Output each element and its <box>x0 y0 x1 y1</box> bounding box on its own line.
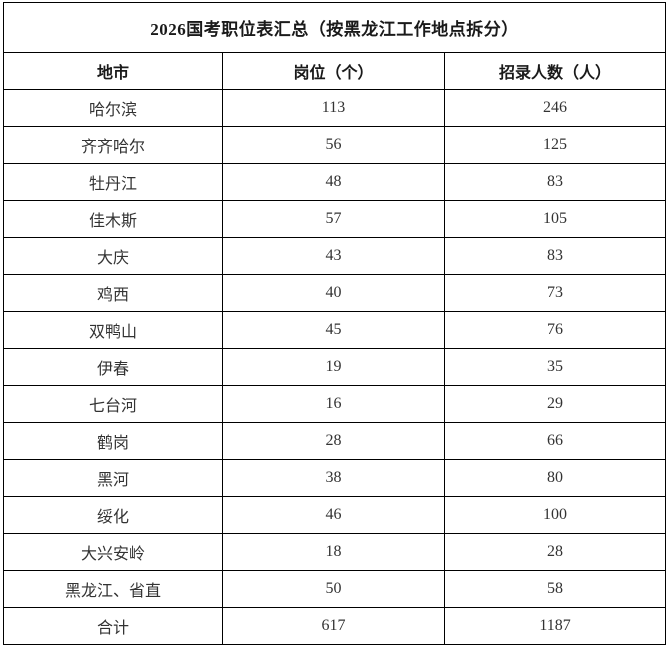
cell-positions: 56 <box>222 126 445 164</box>
cell-city: 哈尔滨 <box>3 89 223 127</box>
cell-city: 黑龙江、省直 <box>3 570 223 608</box>
table-row: 伊春 19 35 <box>3 348 667 386</box>
table-row: 大庆 43 83 <box>3 237 667 275</box>
table-body: 哈尔滨 113 246 齐齐哈尔 56 125 牡丹江 48 83 佳木斯 57 105 大庆 43 83 鸡… <box>3 89 667 645</box>
table-title: 2026国考职位表汇总（按黑龙江工作地点拆分） <box>2 2 667 53</box>
cell-positions: 18 <box>222 533 445 571</box>
cell-positions: 28 <box>222 422 445 460</box>
cell-positions: 38 <box>222 459 445 497</box>
table-row: 鹤岗 28 66 <box>3 422 667 460</box>
cell-city: 七台河 <box>3 385 223 423</box>
table-row: 黑河 38 80 <box>3 459 667 497</box>
cell-positions: 46 <box>222 496 445 534</box>
cell-city: 鹤岗 <box>3 422 223 460</box>
cell-city: 伊春 <box>3 348 223 386</box>
table-row: 鸡西 40 73 <box>3 274 667 312</box>
cell-positions: 16 <box>222 385 445 423</box>
column-header-positions: 岗位（个） <box>222 52 445 90</box>
cell-recruits: 246 <box>443 89 667 127</box>
cell-recruits: 83 <box>443 163 667 201</box>
cell-city: 齐齐哈尔 <box>3 126 223 164</box>
table-title-row: 2026国考职位表汇总（按黑龙江工作地点拆分） <box>2 2 667 53</box>
cell-positions: 113 <box>222 89 445 127</box>
cell-recruits: 66 <box>443 422 667 460</box>
cell-recruits: 125 <box>443 126 667 164</box>
cell-city: 大兴安岭 <box>3 533 223 571</box>
cell-city: 绥化 <box>3 496 223 534</box>
cell-positions: 40 <box>222 274 445 312</box>
cell-city: 大庆 <box>3 237 223 275</box>
cell-city: 佳木斯 <box>3 200 223 238</box>
cell-recruits: 58 <box>443 570 667 608</box>
table-row: 齐齐哈尔 56 125 <box>3 126 667 164</box>
cell-recruits: 35 <box>443 348 667 386</box>
cell-recruits: 100 <box>443 496 667 534</box>
cell-positions: 48 <box>222 163 445 201</box>
cell-positions: 50 <box>222 570 445 608</box>
cell-recruits: 83 <box>443 237 667 275</box>
table-row: 黑龙江、省直 50 58 <box>3 570 667 608</box>
cell-positions: 45 <box>222 311 445 349</box>
table-header-row: 地市 岗位（个） 招录人数（人） <box>3 52 667 90</box>
table-row: 七台河 16 29 <box>3 385 667 423</box>
cell-recruits: 73 <box>443 274 667 312</box>
table-row: 佳木斯 57 105 <box>3 200 667 238</box>
table-row: 双鸭山 45 76 <box>3 311 667 349</box>
cell-city: 黑河 <box>3 459 223 497</box>
column-header-recruits: 招录人数（人） <box>443 52 667 90</box>
cell-positions: 19 <box>222 348 445 386</box>
cell-city: 双鸭山 <box>3 311 223 349</box>
cell-recruits: 76 <box>443 311 667 349</box>
cell-positions: 43 <box>222 237 445 275</box>
cell-recruits: 80 <box>443 459 667 497</box>
table-row: 哈尔滨 113 246 <box>3 89 667 127</box>
table-row: 牡丹江 48 83 <box>3 163 667 201</box>
table-row: 绥化 46 100 <box>3 496 667 534</box>
cell-recruits: 29 <box>443 385 667 423</box>
cell-recruits: 105 <box>443 200 667 238</box>
cell-city: 鸡西 <box>3 274 223 312</box>
cell-city: 合计 <box>3 607 223 645</box>
table-row-total: 合计 617 1187 <box>3 607 667 645</box>
cell-recruits: 28 <box>443 533 667 571</box>
cell-positions: 57 <box>222 200 445 238</box>
cell-city: 牡丹江 <box>3 163 223 201</box>
cell-recruits: 1187 <box>443 607 667 645</box>
table-row: 大兴安岭 18 28 <box>3 533 667 571</box>
column-header-city: 地市 <box>3 52 223 90</box>
cell-positions: 617 <box>222 607 445 645</box>
